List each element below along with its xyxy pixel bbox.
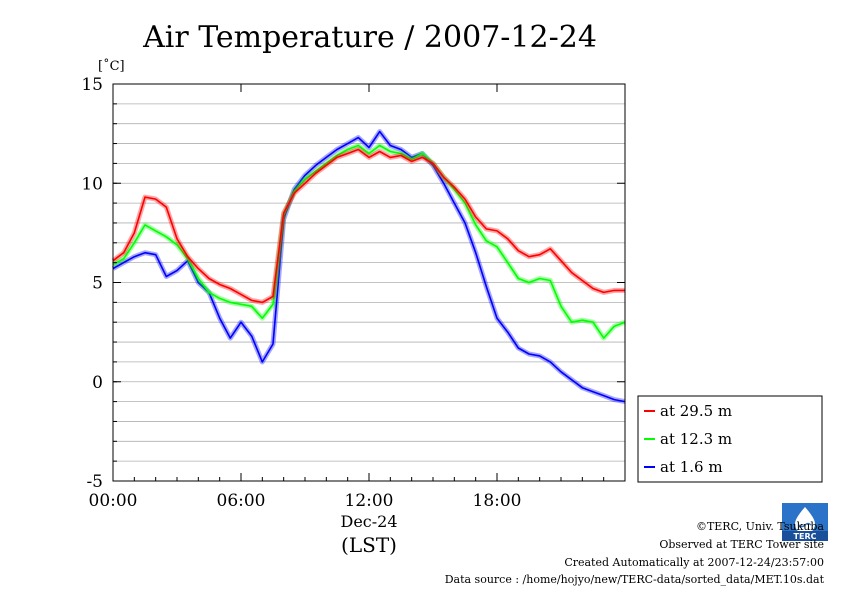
legend-box — [637, 395, 823, 483]
series-line — [112, 144, 626, 339]
series-lines — [111, 129, 626, 405]
x-tick-label: 12:00 — [345, 491, 394, 511]
series-line — [112, 148, 625, 304]
grid-lines — [113, 103, 625, 462]
copyright-text: ©TERC, Univ. Tsukuba — [695, 520, 824, 533]
y-axis-ticks: 15 10 5 0 -5 — [81, 75, 625, 492]
observed-text: Observed at TERC Tower site — [659, 538, 824, 551]
created-text: Created Automatically at 2007-12-24/23:5… — [564, 556, 824, 569]
y-axis-unit: [˚C] — [98, 58, 125, 74]
x-tick-label: 00:00 — [89, 491, 138, 511]
x-axis-ticks: 00:00 06:00 12:00 18:00 — [89, 84, 605, 511]
logo-text: TERC — [794, 532, 817, 541]
x-tick-label: 06:00 — [217, 491, 266, 511]
y-tick-label: 0 — [92, 373, 103, 393]
legend-label: at 1.6 m — [660, 458, 723, 476]
legend-label: at 12.3 m — [660, 430, 732, 448]
y-tick-label: 15 — [81, 75, 103, 95]
y-tick-label: 5 — [92, 274, 103, 294]
series-halo — [111, 143, 626, 341]
x-axis-label: (LST) — [341, 533, 397, 557]
x-tick-label: 18:00 — [473, 491, 522, 511]
series-line — [112, 130, 626, 403]
data-source-text: Data source : /home/hojyo/new/TERC-data/… — [444, 573, 824, 586]
y-tick-label: -5 — [86, 472, 103, 492]
legend-label: at 29.5 m — [660, 402, 732, 420]
legend: at 29.5 m at 12.3 m at 1.6 m — [637, 395, 823, 483]
x-axis-date-label: Dec-24 — [340, 512, 397, 531]
terc-logo-icon: TERC — [782, 503, 828, 541]
y-tick-label: 10 — [81, 174, 103, 194]
chart-title: Air Temperature / 2007-12-24 — [142, 20, 597, 55]
